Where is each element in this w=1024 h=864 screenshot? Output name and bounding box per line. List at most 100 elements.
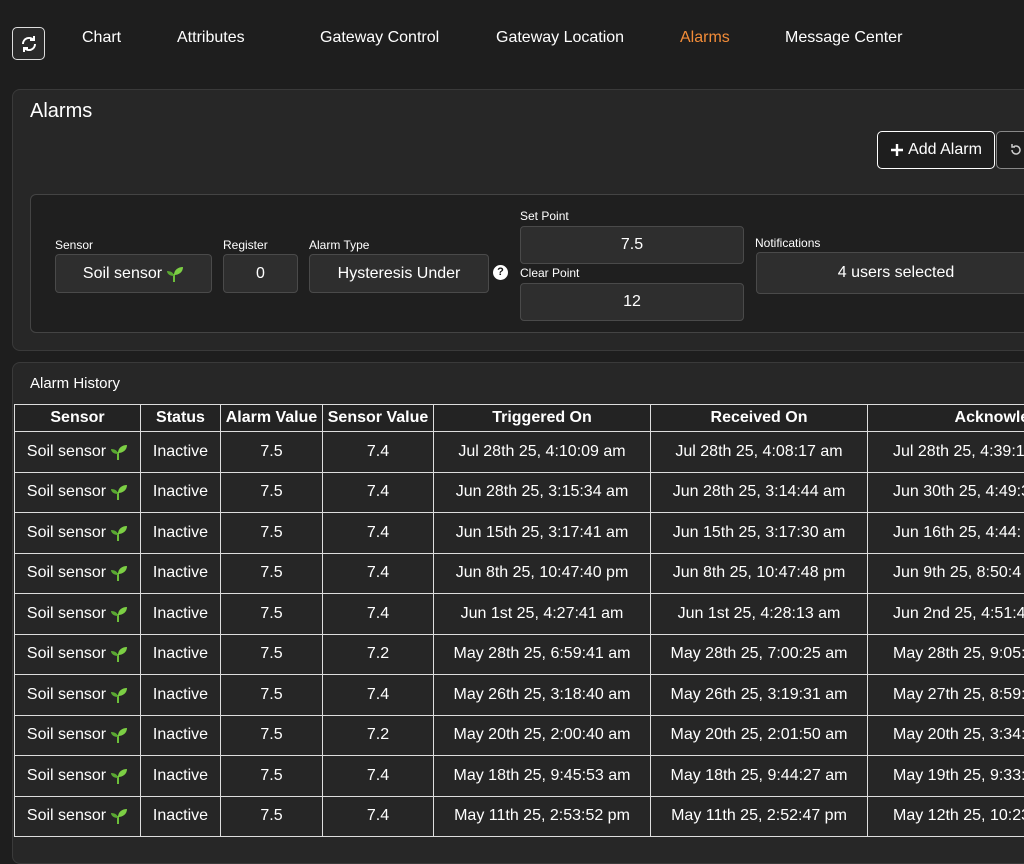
table-cell: 7.5 (221, 472, 323, 513)
table-cell: May 19th 25, 9:33: (868, 756, 1024, 797)
table-cell: Inactive (141, 432, 221, 473)
nav-tab[interactable]: Alarms (680, 29, 730, 47)
cell-text: Inactive (153, 807, 208, 824)
cell-text: May 27th 25, 8:59: (893, 686, 1024, 703)
table-cell: Inactive (141, 553, 221, 594)
cell-text: May 11th 25, 2:52:47 pm (671, 807, 847, 824)
cell-text: Jun 8th 25, 10:47:48 pm (673, 564, 846, 581)
cell-text: Soil sensor (27, 645, 106, 663)
sensor-select[interactable]: Soil sensor (55, 254, 212, 293)
table-cell: Soil sensor (15, 715, 141, 756)
cell-text: Jun 15th 25, 3:17:30 am (673, 524, 846, 541)
table-wrap: SensorStatusAlarm ValueSensor ValueTrigg… (14, 404, 1024, 837)
cell-text: May 26th 25, 3:19:31 am (671, 686, 848, 703)
table-cell: Soil sensor (15, 675, 141, 716)
table-cell: Jun 15th 25, 3:17:41 am (434, 513, 651, 554)
table-cell: May 20th 25, 2:01:50 am (651, 715, 868, 756)
button-label: Add Alarm (908, 141, 982, 159)
cell-text: 7.4 (367, 443, 389, 460)
table-cell: Inactive (141, 513, 221, 554)
table-cell: Soil sensor (15, 634, 141, 675)
table-row: Soil sensor Inactive 7.5 7.2 May 20th 25, 2:… (15, 715, 1024, 756)
column-header: Acknowledged (868, 405, 1024, 432)
cell-text: May 26th 25, 3:18:40 am (454, 686, 631, 703)
table-cell: May 11th 25, 2:53:52 pm (434, 796, 651, 837)
notifications-select[interactable]: 4 users selected (756, 252, 1024, 294)
cell-text: May 19th 25, 9:33: (893, 767, 1024, 784)
nav-tab[interactable]: Chart (82, 29, 121, 47)
sensor-cell: Soil sensor (27, 645, 128, 663)
table-row: Soil sensorInactive7.57.4May 11th 25, 2:… (15, 796, 1024, 837)
table-cell: May 12th 25, 10:23 (868, 796, 1024, 837)
nav-tab[interactable]: Gateway Location (496, 29, 624, 47)
table-cell: May 28th 25, 7:00:25 am (651, 634, 868, 675)
set-point-input[interactable]: 7.5 (520, 226, 744, 264)
sprout-icon (110, 525, 128, 541)
cell-text: 7.5 (260, 483, 282, 500)
field-value: Hysteresis Under (338, 265, 461, 283)
table-cell: 7.4 (323, 553, 434, 594)
field-label: Register (223, 238, 268, 252)
clear-point-input[interactable]: 12 (520, 283, 744, 321)
sprout-icon (110, 484, 128, 500)
field-label: Alarm Type (309, 238, 369, 252)
table-cell: 7.5 (221, 675, 323, 716)
sprout-icon (110, 808, 128, 824)
table-cell: Inactive (141, 472, 221, 513)
cell-text: 7.2 (367, 726, 389, 743)
history-table: SensorStatusAlarm ValueSensor ValueTrigg… (14, 404, 1024, 837)
table-cell: Inactive (141, 715, 221, 756)
field-label: Clear Point (520, 266, 579, 280)
table-cell: Jun 1st 25, 4:27:41 am (434, 594, 651, 635)
table-cell: May 18th 25, 9:44:27 am (651, 756, 868, 797)
cell-text: Soil sensor (27, 443, 106, 461)
cell-text: 7.5 (260, 645, 282, 662)
column-header: Received On (651, 405, 868, 432)
cell-text: May 12th 25, 10:23 (893, 807, 1024, 824)
cell-text: 7.4 (367, 686, 389, 703)
add-alarm-button[interactable]: Add Alarm (877, 131, 995, 169)
table-cell: 7.4 (323, 675, 434, 716)
table-cell: Inactive (141, 594, 221, 635)
field-label: Sensor (55, 238, 93, 252)
sensor-cell: Soil sensor (27, 605, 128, 623)
sensor-cell: Soil sensor (27, 564, 128, 582)
table-row: Soil sensorInactive7.57.4Jun 28th 25, 3:… (15, 472, 1024, 513)
table-cell: 7.4 (323, 756, 434, 797)
table-cell: Jul 28th 25, 4:10:09 am (434, 432, 651, 473)
table-cell: 7.2 (323, 634, 434, 675)
reset-button[interactable] (996, 131, 1024, 169)
cell-text: 7.5 (260, 726, 282, 743)
table-cell: Jun 28th 25, 3:14:44 am (651, 472, 868, 513)
cell-text: Jun 1st 25, 4:28:13 am (678, 605, 841, 622)
cell-text: 7.4 (367, 807, 389, 824)
table-cell: May 28th 25, 6:59:41 am (434, 634, 651, 675)
table-cell: 7.5 (221, 796, 323, 837)
sprout-icon (110, 768, 128, 784)
nav-tab[interactable]: Attributes (177, 29, 245, 47)
nav-tab[interactable]: Gateway Control (320, 29, 439, 47)
cell-text: Jul 28th 25, 4:08:17 am (675, 443, 842, 460)
cell-text: Soil sensor (27, 726, 106, 744)
sensor-cell: Soil sensor (27, 483, 128, 501)
cell-text: Soil sensor (27, 605, 106, 623)
cell-text: 7.5 (260, 564, 282, 581)
cell-text: May 20th 25, 2:01:50 am (671, 726, 848, 743)
register-input[interactable]: 0 (223, 254, 298, 293)
table-row: Soil sensor Inactive 7.5 7.4 Jun 8th 25, 10:… (15, 553, 1024, 594)
cell-text: May 28th 25, 9:05: (893, 645, 1024, 662)
cell-text: 7.4 (367, 767, 389, 784)
cell-text: Jun 16th 25, 4:44: (893, 524, 1021, 541)
table-row: Soil sensorInactive7.57.4Jul 28th 25, 4:… (15, 432, 1024, 473)
cell-text: Jun 1st 25, 4:27:41 am (461, 605, 624, 622)
alarm-type-select[interactable]: Hysteresis Under (309, 254, 489, 293)
cell-text: Inactive (153, 686, 208, 703)
table-cell: 7.4 (323, 432, 434, 473)
field-value: Soil sensor (83, 265, 162, 283)
refresh-button[interactable] (12, 27, 45, 60)
nav-tab[interactable]: Message Center (785, 29, 902, 47)
field-value: 0 (256, 265, 265, 283)
table-cell: Inactive (141, 675, 221, 716)
cell-text: May 28th 25, 7:00:25 am (671, 645, 848, 662)
help-icon[interactable]: ? (493, 265, 508, 280)
